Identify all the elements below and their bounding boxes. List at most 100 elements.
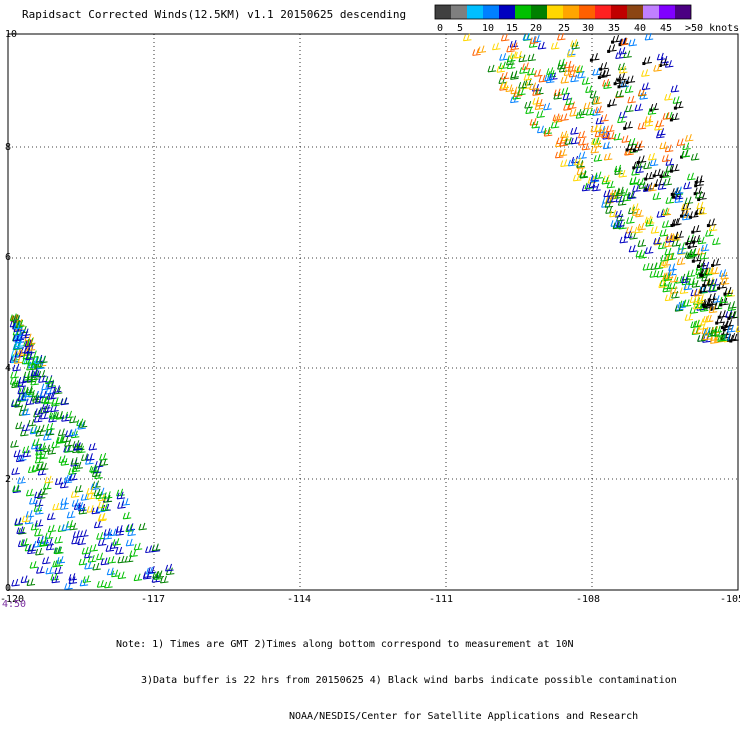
contamination-dot [723, 292, 727, 296]
wind-barb [543, 128, 553, 137]
wind-barb [151, 575, 161, 583]
wind-barb [86, 487, 95, 495]
wind-barb [581, 183, 591, 192]
wind-barb [657, 182, 667, 190]
contamination-dot [711, 264, 715, 268]
contamination-dot [613, 82, 617, 86]
contamination-dot [702, 305, 706, 309]
wind-barb [100, 557, 110, 566]
wind-barb [565, 97, 574, 106]
wind-barb [570, 74, 579, 83]
wind-barb [25, 385, 35, 394]
wind-barb [96, 552, 105, 561]
wind-barb [81, 546, 91, 555]
wind-barb [70, 430, 80, 439]
y-tick-label: 0 [5, 583, 11, 594]
wind-barb [145, 566, 155, 575]
wind-barb [615, 89, 624, 98]
wind-barb [592, 183, 601, 192]
wind-barb [93, 488, 103, 497]
wind-barb [506, 54, 516, 63]
wind-barb [472, 48, 481, 56]
wind-barb [53, 546, 62, 555]
wind-barb [22, 445, 31, 454]
wind-barb [42, 556, 51, 565]
wind-barb [477, 45, 487, 54]
wind-barb [92, 562, 101, 571]
wind-barb [64, 439, 73, 447]
wind-barb [69, 428, 79, 437]
wind-barb [682, 212, 691, 221]
wind-barb [16, 319, 25, 328]
wind-barb [688, 277, 697, 286]
wind-barb [117, 501, 126, 509]
wind-barb [653, 64, 662, 72]
wind-barb [100, 503, 110, 512]
contamination-dot [688, 215, 692, 219]
contamination-dot [694, 180, 698, 184]
wind-barb [521, 62, 531, 70]
wind-barb [98, 512, 107, 521]
contamination-dot [717, 315, 721, 319]
legend-swatch [611, 5, 627, 19]
wind-barb [577, 70, 586, 79]
wind-barb [637, 239, 646, 247]
wind-barb [25, 352, 34, 361]
contamination-dot [721, 333, 725, 337]
contamination-dot [607, 104, 611, 108]
wind-barb [145, 545, 154, 554]
wind-barb [43, 444, 52, 453]
wind-barb [609, 209, 618, 218]
wind-barb [684, 134, 694, 142]
wind-barb [634, 225, 643, 234]
wind-barb [51, 575, 60, 584]
wind-barb [85, 453, 95, 461]
wind-barb [616, 186, 626, 195]
wind-barb [607, 132, 616, 140]
wind-barb [663, 177, 673, 186]
contamination-dot [697, 265, 701, 269]
wind-barb [612, 221, 622, 230]
wind-barb [676, 257, 686, 266]
wind-barb [69, 473, 78, 481]
wind-barb [109, 528, 118, 537]
wind-barb [18, 375, 27, 384]
contamination-dot [715, 321, 719, 325]
wind-barb [61, 414, 70, 422]
wind-barb [698, 207, 707, 215]
wind-barb [13, 321, 23, 330]
wind-barb [152, 570, 161, 579]
wind-barb [487, 64, 497, 73]
wind-barb [26, 578, 36, 587]
legend-swatch [563, 5, 579, 19]
wind-barb [51, 397, 61, 405]
wind-barb [682, 142, 691, 151]
wind-barb [82, 575, 92, 583]
wind-barb [703, 268, 713, 277]
x-tick-label: -105 [720, 594, 740, 605]
wind-barb [47, 524, 57, 533]
y-tick-label: 2 [5, 474, 11, 485]
wind-barb [17, 476, 26, 484]
wind-barb [656, 210, 666, 218]
wind-barb [567, 101, 577, 110]
wind-barb [51, 440, 60, 449]
wind-barb [665, 235, 675, 243]
wind-barb [534, 102, 544, 111]
wind-barb [122, 511, 132, 520]
legend-swatch [467, 5, 483, 19]
legend-label: 25 [558, 23, 570, 34]
wind-barb [11, 578, 20, 587]
contamination-dot [625, 81, 629, 85]
wind-barb [682, 299, 692, 307]
wind-barb [44, 475, 54, 484]
x-tick-label: -120 [0, 594, 24, 605]
wind-barb [590, 145, 600, 154]
wind-barb [129, 549, 138, 558]
wind-barb [33, 504, 43, 512]
wind-barb [71, 536, 80, 545]
wind-barb [499, 53, 508, 61]
legend-swatch [499, 5, 515, 19]
legend-swatch [547, 5, 563, 19]
y-tick-label: 6 [5, 252, 11, 263]
